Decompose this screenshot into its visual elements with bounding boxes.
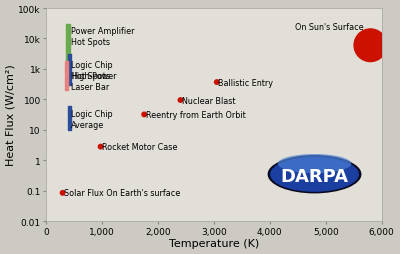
- Text: High-Power
Laser Bar: High-Power Laser Bar: [71, 72, 117, 92]
- Point: [97, 145, 104, 149]
- Ellipse shape: [278, 154, 352, 173]
- Ellipse shape: [268, 155, 362, 194]
- Point: [59, 191, 66, 195]
- Text: Power Amplifier
Hot Spots: Power Amplifier Hot Spots: [71, 27, 135, 47]
- Point: [214, 81, 220, 85]
- Point: [177, 99, 184, 103]
- Text: Nuclear Blast: Nuclear Blast: [182, 96, 236, 105]
- Point: [367, 44, 374, 48]
- Text: Logic Chip
Average: Logic Chip Average: [71, 110, 113, 130]
- Text: Ballistic Entry: Ballistic Entry: [218, 78, 274, 87]
- Ellipse shape: [270, 157, 359, 192]
- X-axis label: Temperature (K): Temperature (K): [169, 239, 259, 248]
- Y-axis label: Heat Flux (W/cm²): Heat Flux (W/cm²): [6, 65, 16, 166]
- Text: Logic Chip
Hot Spots: Logic Chip Hot Spots: [71, 61, 113, 81]
- Text: Rocket Motor Case: Rocket Motor Case: [102, 142, 178, 152]
- Text: On Sun's Surface: On Sun's Surface: [295, 23, 364, 31]
- Text: Reentry from Earth Orbit: Reentry from Earth Orbit: [146, 110, 246, 119]
- Point: [141, 113, 147, 117]
- Text: DARPA: DARPA: [280, 168, 348, 186]
- Text: Solar Flux On Earth's surface: Solar Flux On Earth's surface: [64, 188, 180, 198]
